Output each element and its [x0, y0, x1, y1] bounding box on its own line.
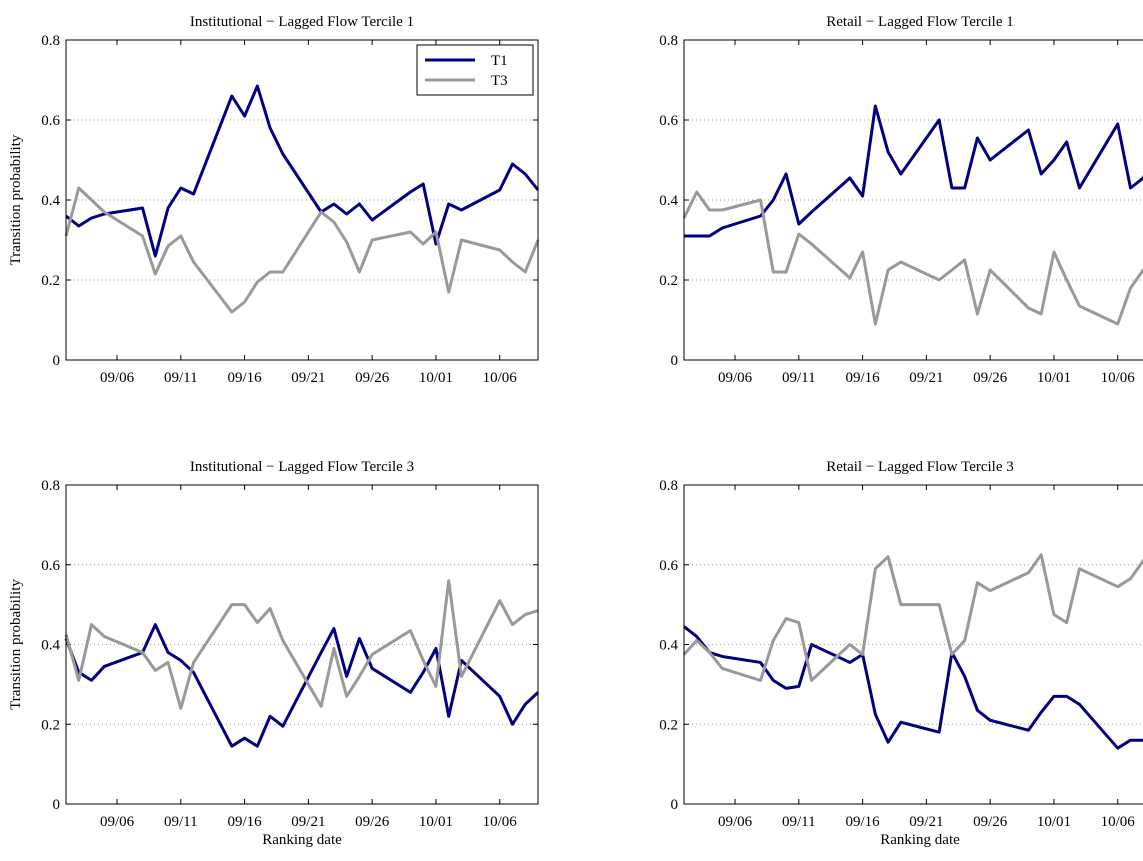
series-line [65, 84, 540, 258]
y-tick-label: 0.2 [659, 717, 678, 733]
y-tick-label: 0.6 [41, 558, 60, 574]
x-tick-label: 09/06 [718, 370, 753, 386]
x-tick-label: 09/21 [291, 370, 325, 386]
x-tick-label: 10/01 [419, 370, 453, 386]
y-tick-label: 0.4 [41, 638, 60, 654]
legend-box [416, 44, 534, 96]
x-tick-label: 09/06 [100, 370, 135, 386]
x-tick-label: 09/11 [164, 814, 198, 830]
panel: Retail − Lagged Flow Tercile 1 0 0.2 0.4 0.6… [659, 14, 1143, 386]
panel: Retail − Lagged Flow Tercile 3 0 0.2 0.4 0.6… [659, 459, 1143, 848]
y-tick-label: 0.4 [659, 193, 678, 209]
plot-frame [65, 484, 539, 805]
series-line [682, 190, 1143, 326]
series-line [64, 186, 540, 314]
series-line [682, 553, 1143, 682]
y-tick-label: 0 [671, 797, 679, 813]
y-tick-label: 0 [53, 797, 61, 813]
x-tick-label: 09/11 [782, 814, 816, 830]
y-tick-label: 0 [53, 353, 61, 369]
x-tick-label: 09/06 [100, 814, 135, 830]
series-line [64, 579, 539, 710]
y-tick-label: 0.8 [659, 478, 678, 494]
x-tick-label: 10/06 [1101, 370, 1136, 386]
x-tick-label: 09/11 [782, 370, 816, 386]
series-line [684, 104, 1143, 238]
panel-title: Retail − Lagged Flow Tercile 3 [826, 459, 1014, 475]
x-tick-label: 09/16 [846, 370, 881, 386]
x-tick-label: 10/01 [1037, 814, 1071, 830]
legend-label: T1 [491, 53, 508, 69]
plot-frame [65, 39, 539, 361]
x-tick-label: 09/16 [228, 814, 263, 830]
panel: Institutional − Lagged Flow Tercile 3 0 0.… [8, 459, 540, 848]
y-tick-label: 0.2 [659, 273, 678, 289]
x-tick-label: 09/11 [164, 370, 198, 386]
x-tick-label: 09/16 [228, 370, 263, 386]
x-tick-label: 10/06 [1101, 814, 1136, 830]
x-axis-label: Ranking date [880, 832, 960, 848]
y-tick-label: 0.8 [41, 33, 60, 49]
x-tick-label: 09/26 [973, 814, 1008, 830]
y-axis-label: Transition probability [8, 579, 24, 710]
plot-frame [683, 484, 1143, 805]
y-tick-label: 0.6 [659, 113, 678, 129]
panel: Institutional − Lagged Flow Tercile 1 0 0.… [8, 14, 540, 386]
y-tick-label: 0.6 [659, 558, 678, 574]
x-tick-label: 10/01 [1037, 370, 1071, 386]
legend-label: T3 [491, 73, 508, 89]
y-tick-label: 0.2 [41, 273, 60, 289]
x-tick-label: 09/21 [909, 370, 943, 386]
x-tick-label: 10/01 [419, 814, 453, 830]
x-axis-label: Ranking date [262, 832, 342, 848]
y-tick-label: 0 [671, 353, 679, 369]
x-tick-label: 09/21 [909, 814, 943, 830]
panel-title: Retail − Lagged Flow Tercile 1 [826, 14, 1014, 30]
x-tick-label: 09/21 [291, 814, 325, 830]
y-tick-label: 0.8 [659, 33, 678, 49]
y-tick-label: 0.4 [41, 193, 60, 209]
plot-frame [683, 39, 1143, 361]
panel-title: Institutional − Lagged Flow Tercile 1 [190, 14, 414, 30]
x-tick-label: 09/26 [355, 814, 390, 830]
x-tick-label: 09/16 [846, 814, 881, 830]
y-tick-label: 0.6 [41, 113, 60, 129]
series-line [683, 625, 1143, 750]
series-line [64, 623, 540, 748]
y-tick-label: 0.8 [41, 478, 60, 494]
x-tick-label: 09/26 [355, 370, 390, 386]
y-tick-label: 0.4 [659, 638, 678, 654]
x-tick-label: 10/06 [483, 370, 518, 386]
x-tick-label: 10/06 [483, 814, 518, 830]
y-axis-label: Transition probability [8, 134, 24, 265]
x-tick-label: 09/06 [718, 814, 753, 830]
panel-title: Institutional − Lagged Flow Tercile 3 [190, 459, 414, 475]
y-tick-label: 0.2 [41, 717, 60, 733]
x-tick-label: 09/26 [973, 370, 1008, 386]
